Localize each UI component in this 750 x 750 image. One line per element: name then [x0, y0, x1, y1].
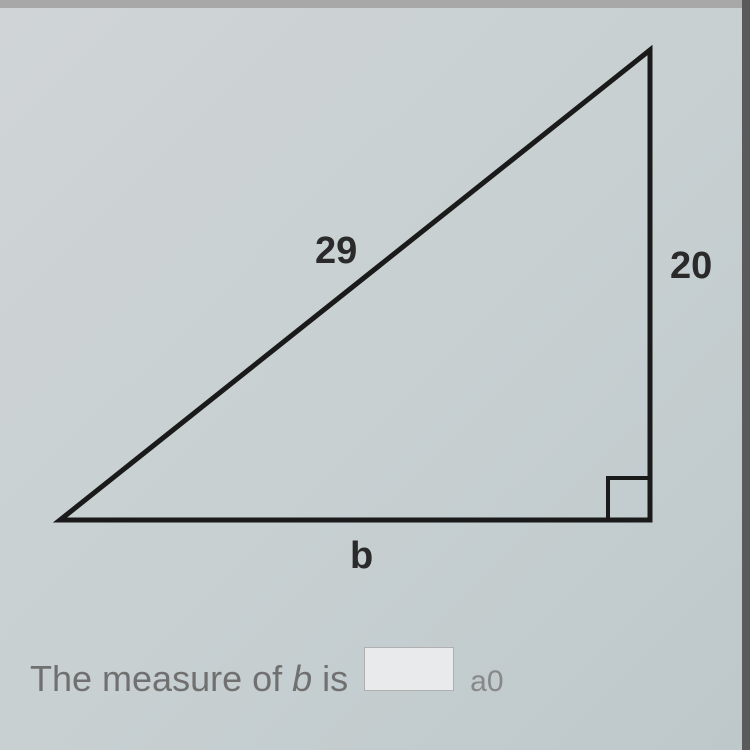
question-prefix: The measure of — [30, 658, 282, 700]
answer-input[interactable] — [364, 647, 454, 691]
hypotenuse-label: 29 — [315, 230, 357, 273]
question-suffix: is — [322, 658, 348, 700]
page-edge-right — [742, 0, 750, 750]
triangle-shape — [60, 50, 650, 520]
base-leg-label: b — [350, 535, 373, 578]
answer-label: a0 — [470, 665, 503, 699]
question-prompt: The measure of b is a0 — [30, 647, 504, 700]
page-edge-top — [0, 0, 750, 8]
question-variable: b — [292, 658, 312, 700]
vertical-leg-label: 20 — [670, 245, 712, 288]
right-angle-marker — [608, 478, 650, 520]
triangle-diagram: 29 20 b — [50, 30, 670, 550]
triangle-svg — [50, 30, 730, 590]
